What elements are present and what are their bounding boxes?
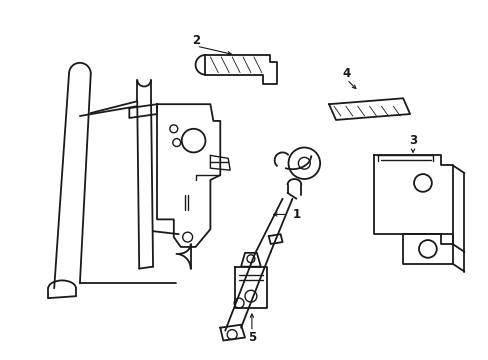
Polygon shape — [157, 104, 220, 247]
Text: 5: 5 — [247, 331, 256, 344]
Polygon shape — [402, 234, 452, 264]
Text: 3: 3 — [408, 134, 416, 147]
Text: 1: 1 — [292, 208, 300, 221]
Polygon shape — [373, 156, 452, 244]
Polygon shape — [129, 104, 157, 118]
Text: 2: 2 — [192, 34, 200, 47]
Polygon shape — [328, 98, 409, 120]
Polygon shape — [268, 234, 282, 244]
Text: 4: 4 — [342, 67, 350, 80]
Polygon shape — [220, 325, 244, 341]
Polygon shape — [205, 55, 276, 85]
Polygon shape — [241, 253, 260, 267]
Polygon shape — [235, 267, 266, 308]
Polygon shape — [210, 156, 230, 170]
